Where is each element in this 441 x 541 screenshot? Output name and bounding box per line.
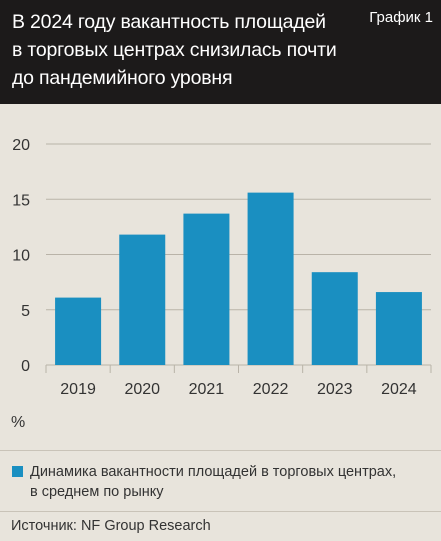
chart-title: В 2024 году вакантность площадей в торго…: [12, 11, 337, 89]
bar-chart: 0 5 10 15 20 2019 2020 2021 2022 2023 2024: [12, 137, 432, 398]
y-tick-label: 20: [12, 137, 30, 154]
y-tick-label: 15: [12, 192, 30, 209]
x-tick-label: 2019: [60, 381, 96, 398]
legend-label: Динамика вакантности площадей в торговых…: [30, 464, 397, 500]
y-tick-label: 10: [12, 248, 30, 265]
y-axis-unit: %: [11, 414, 26, 431]
chart-area: 0 5 10 15 20 2019 2020 2021 2022 2023 2024: [0, 104, 441, 444]
y-tick-label: 0: [21, 358, 30, 375]
bar: [119, 234, 166, 365]
divider: [0, 450, 441, 451]
divider: [0, 511, 441, 512]
chart-number: График 1: [369, 9, 433, 26]
source-note: Источник: NF Group Research: [11, 518, 211, 534]
bar: [311, 272, 358, 365]
x-tick-label: 2023: [317, 381, 353, 398]
legend-swatch: [12, 466, 23, 477]
bar: [247, 192, 294, 365]
bar: [183, 213, 230, 365]
legend: Динамика вакантности площадей в торговых…: [12, 462, 432, 502]
bar: [55, 297, 102, 365]
y-tick-label: 5: [21, 303, 30, 320]
x-tick-label: 2020: [124, 381, 160, 398]
x-tick-label: 2024: [381, 381, 417, 398]
x-tick-label: 2022: [253, 381, 289, 398]
bar: [375, 292, 422, 365]
chart-header: В 2024 году вакантность площадей в торго…: [0, 0, 441, 104]
x-tick-label: 2021: [189, 381, 225, 398]
